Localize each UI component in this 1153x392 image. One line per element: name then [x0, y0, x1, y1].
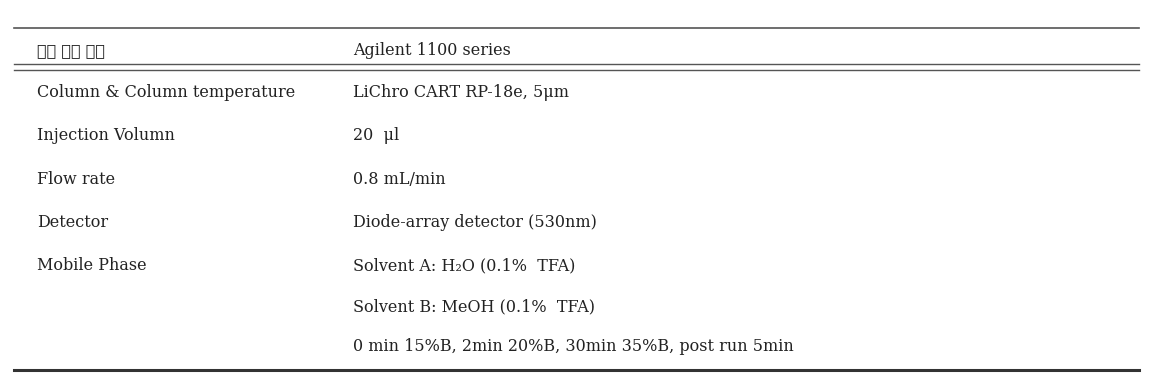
Text: 0.8 mL/min: 0.8 mL/min — [353, 171, 445, 188]
Text: 0 min 15%B, 2min 20%B, 30min 35%B, post run 5min: 0 min 15%B, 2min 20%B, 30min 35%B, post … — [353, 338, 793, 355]
Text: Diode-array detector (530nm): Diode-array detector (530nm) — [353, 214, 596, 231]
Text: 20  μl: 20 μl — [353, 127, 399, 144]
Text: Solvent B: MeOH (0.1%  TFA): Solvent B: MeOH (0.1% TFA) — [353, 298, 595, 316]
Text: LiChro CART RP-18e, 5μm: LiChro CART RP-18e, 5μm — [353, 84, 568, 101]
Text: Solvent A: H₂O (0.1%  TFA): Solvent A: H₂O (0.1% TFA) — [353, 257, 575, 274]
Text: Column & Column temperature: Column & Column temperature — [37, 84, 295, 101]
Text: Detector: Detector — [37, 214, 108, 231]
Text: Flow rate: Flow rate — [37, 171, 115, 188]
Text: Injection Volumn: Injection Volumn — [37, 127, 175, 144]
Text: Agilent 1100 series: Agilent 1100 series — [353, 42, 511, 59]
Text: Mobile Phase: Mobile Phase — [37, 257, 146, 274]
Text: 장비 또는 구분: 장비 또는 구분 — [37, 42, 105, 59]
